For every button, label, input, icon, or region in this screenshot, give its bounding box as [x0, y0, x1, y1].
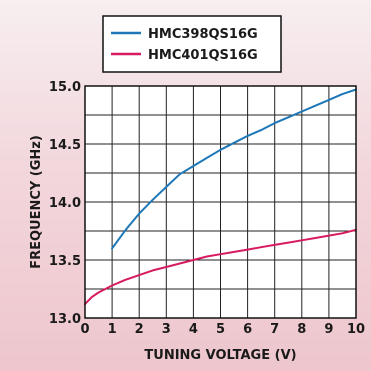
x-tick-label: 8: [297, 322, 306, 337]
x-tick-label: 0: [80, 322, 89, 337]
x-tick-label: 9: [324, 322, 333, 337]
legend-label: HMC401QS16G: [148, 48, 258, 63]
y-tick-label: 13.0: [49, 312, 81, 327]
x-tick-label: 1: [108, 322, 117, 337]
y-tick-label: 14.5: [49, 138, 81, 153]
plot-border: [84, 85, 357, 319]
legend: HMC398QS16G HMC401QS16G: [102, 15, 282, 73]
x-tick-label: 5: [216, 322, 225, 337]
grid: [84, 85, 357, 319]
x-axis-title: TUNING VOLTAGE (V): [144, 348, 296, 363]
x-tick-label: 6: [243, 322, 252, 337]
x-tick-label: 4: [189, 322, 198, 337]
tick-labels: 0 1 2 3 4 5 6 7 8 9 10 13.0 13.5 14.0 14.5 15.0: [49, 80, 365, 337]
y-tick-label: 14.0: [49, 196, 81, 211]
series-line-hmc398qs16g: [111, 88, 357, 250]
series-line-hmc401qs16g: [84, 228, 357, 306]
y-tick-label: 15.0: [49, 80, 81, 95]
x-tick-label: 2: [135, 322, 144, 337]
legend-box: [102, 15, 282, 73]
y-axis-title: FREQUENCY (GHz): [29, 135, 44, 269]
legend-label: HMC398QS16G: [148, 27, 258, 42]
x-tick-label: 10: [347, 322, 365, 337]
y-tick-label: 13.5: [49, 254, 81, 269]
plot-frame: [84, 85, 357, 319]
series-group: [84, 88, 357, 306]
x-tick-label: 3: [162, 322, 171, 337]
x-tick-label: 7: [270, 322, 279, 337]
